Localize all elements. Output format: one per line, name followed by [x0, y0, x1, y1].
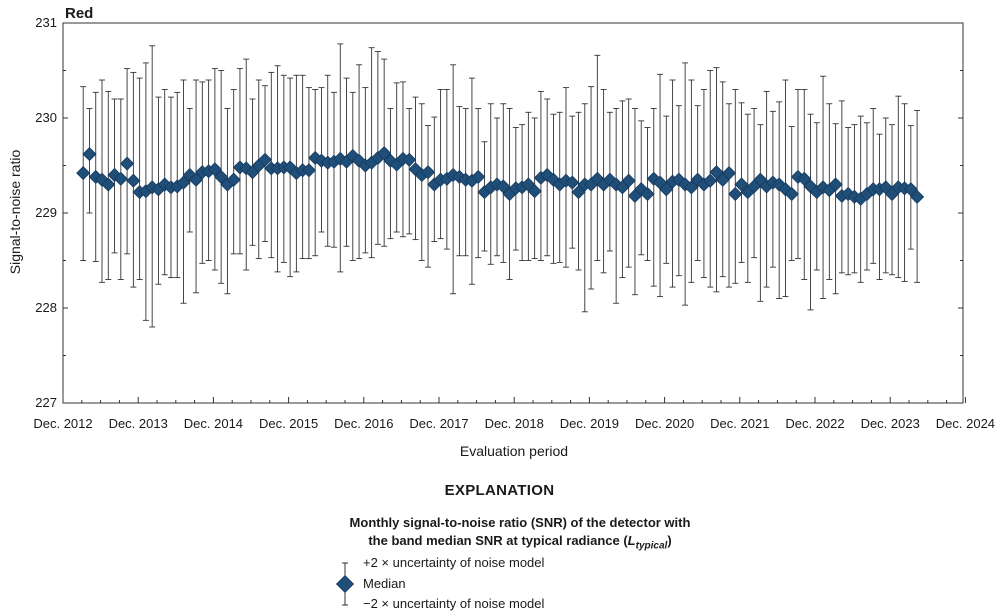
legend-caption-line1: Monthly signal-to-noise ratio (SNR) of t… — [349, 515, 691, 530]
median-point — [640, 186, 655, 202]
median-point — [571, 185, 586, 200]
median-point — [214, 169, 229, 184]
legend-errorbar-icon — [335, 562, 355, 606]
legend-lower-label: −2 × uncertainty of noise model — [363, 596, 545, 611]
median-point — [82, 147, 97, 162]
legend-heading: EXPLANATION — [444, 482, 555, 499]
median-point — [226, 172, 241, 187]
x-tick-label: Dec. 2014 — [184, 416, 243, 431]
median-point — [207, 162, 222, 177]
x-tick-label: Dec. 2024 — [936, 416, 995, 431]
y-axis: 227 228 229 230 231 — [35, 15, 963, 410]
median-point — [188, 172, 204, 187]
median-point — [420, 165, 436, 180]
median-point — [301, 163, 316, 178]
x-tick-label: Dec. 2012 — [33, 416, 92, 431]
median-point — [684, 180, 699, 195]
x-tick-label: Dec. 2023 — [861, 416, 920, 431]
median-point — [126, 173, 141, 188]
median-markers-layer — [76, 146, 925, 206]
legend-caption: Monthly signal-to-noise ratio (SNR) of t… — [0, 514, 999, 556]
x-tick-label: Dec. 2019 — [560, 416, 619, 431]
x-tick-label: Dec. 2016 — [334, 416, 393, 431]
median-point — [784, 186, 799, 202]
legend-caption-line2: the band median SNR at typical radiance … — [368, 533, 628, 548]
legend-diamond-icon — [335, 574, 355, 594]
x-tick-label: Dec. 2018 — [485, 416, 544, 431]
median-point — [728, 186, 743, 202]
legend-median-label: Median — [363, 576, 406, 591]
y-tick-label: 229 — [35, 205, 57, 220]
x-tick-label: Dec. 2013 — [109, 416, 168, 431]
median-point — [659, 182, 674, 197]
y-tick-label: 227 — [35, 395, 57, 410]
median-point — [828, 177, 843, 192]
median-point — [101, 177, 116, 192]
median-point — [903, 182, 918, 197]
median-point — [496, 179, 511, 194]
median-point — [113, 171, 128, 186]
x-tick-label: Dec. 2015 — [259, 416, 318, 431]
x-tick-label: Dec. 2017 — [409, 416, 468, 431]
y-axis-title: Signal-to-noise ratio — [7, 150, 23, 275]
legend-caption-subscript: typical — [635, 540, 668, 552]
x-tick-label: Dec. 2020 — [635, 416, 694, 431]
median-point — [709, 165, 724, 180]
x-axis-title: Evaluation period — [460, 443, 568, 459]
x-tick-label: Dec. 2022 — [785, 416, 844, 431]
median-point — [377, 146, 392, 161]
legend-caption-close: ) — [667, 533, 672, 548]
y-tick-label: 228 — [35, 300, 57, 315]
y-tick-label: 230 — [35, 110, 57, 125]
x-axis: Dec. 2012 Dec. 2013 Dec. 2014 Dec. 2015 Dec.… — [33, 397, 995, 431]
median-point — [721, 166, 737, 181]
legend-caption-symbol: L — [627, 533, 636, 548]
x-tick-label: Dec. 2021 — [710, 416, 769, 431]
panel-label: Red — [65, 5, 93, 22]
median-point — [76, 166, 91, 181]
median-point — [120, 156, 135, 171]
median-point — [621, 173, 636, 188]
median-point — [176, 175, 191, 190]
y-tick-label: 231 — [35, 15, 57, 30]
median-point — [910, 189, 925, 204]
median-point — [471, 169, 486, 184]
legend-upper-label: +2 × uncertainty of noise model — [363, 555, 545, 570]
median-point — [402, 152, 417, 167]
median-point — [527, 184, 542, 199]
median-point — [797, 171, 812, 186]
median-point — [257, 152, 273, 167]
median-point — [565, 175, 580, 190]
median-point — [734, 177, 749, 192]
median-point — [703, 173, 718, 188]
